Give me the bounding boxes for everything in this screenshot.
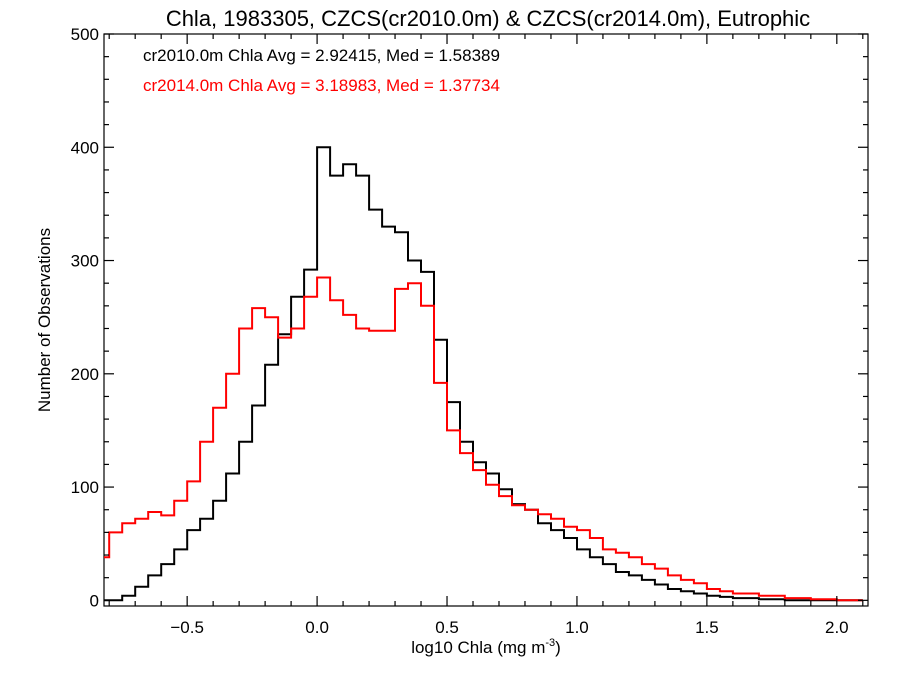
plot-frame: [103, 33, 869, 607]
y-tick-label: 400: [71, 138, 99, 157]
stats-annotation-cr2010: cr2010.0m Chla Avg = 2.92415, Med = 1.58…: [143, 46, 500, 65]
x-tick-label: 0.5: [435, 618, 459, 637]
plot-area: [103, 33, 869, 607]
y-tick-label: 300: [71, 252, 99, 271]
histogram-series-cr2014: [104, 276, 863, 602]
y-tick-label: 0: [90, 591, 99, 610]
x-axis-label-main: log10 Chla (mg m: [411, 638, 545, 657]
y-tick-label: 100: [71, 478, 99, 497]
x-axis-label-superscript: -3: [545, 637, 555, 649]
y-tick-label: 200: [71, 365, 99, 384]
y-tick-label: 500: [71, 25, 99, 44]
x-tick-label: 1.5: [695, 618, 719, 637]
y-axis-label: Number of Observations: [35, 228, 54, 412]
x-tick-label: −0.5: [170, 618, 204, 637]
x-tick-label: 0.0: [305, 618, 329, 637]
histogram-series-cr2010: [104, 146, 863, 602]
x-axis-label: log10 Chla (mg m-3): [411, 637, 561, 657]
stats-annotation-cr2014: cr2014.0m Chla Avg = 3.18983, Med = 1.37…: [143, 76, 500, 95]
x-axis-label-suffix: ): [555, 638, 561, 657]
x-tick-label: 1.0: [565, 618, 589, 637]
series-layer: [104, 146, 863, 602]
x-tick-label: 2.0: [825, 618, 849, 637]
ticks-layer: −0.5 0.0 0.5 1.0 1.5 2.0 0 100 200 300 400 500: [71, 25, 868, 637]
chart-title: Chla, 1983305, CZCS(cr2010.0m) & CZCS(cr…: [166, 6, 810, 31]
